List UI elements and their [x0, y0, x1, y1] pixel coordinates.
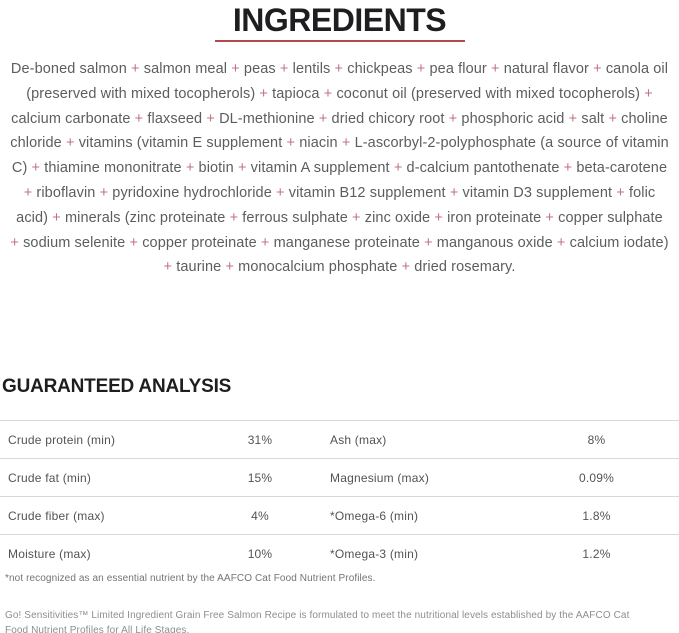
aafco-disclaimer: Go! Sensitivities™ Limited Ingredient Gr… — [5, 610, 630, 633]
plus-separator: + — [185, 160, 195, 177]
red-divider — [214, 40, 465, 42]
ga-left-label: Crude fiber (max) — [8, 508, 105, 523]
ga-right-value: 1.8% — [582, 508, 611, 523]
plus-separator: + — [10, 234, 19, 251]
plus-separator: + — [323, 85, 333, 102]
plus-separator: + — [131, 61, 140, 77]
plus-separator: + — [401, 259, 411, 276]
plus-separator: + — [568, 110, 578, 127]
plus-separator: + — [556, 234, 566, 251]
ga-left-value: 15% — [247, 470, 273, 485]
plus-separator: + — [99, 184, 109, 201]
plus-separator: + — [259, 85, 268, 102]
plus-separator: + — [434, 209, 443, 226]
plus-separator: + — [449, 184, 459, 201]
plus-separator: + — [231, 61, 240, 77]
plus-separator: + — [448, 110, 458, 127]
ga-left-value: 10% — [247, 546, 273, 561]
plus-separator: + — [52, 209, 61, 226]
ga-right-value: 1.2% — [582, 546, 611, 561]
guaranteed-analysis-table: Crude protein (min) 31% Ash (max) 8% Crude f… — [0, 420, 679, 572]
plus-separator: + — [279, 61, 289, 77]
ga-row: Crude fiber (max) 4% *Omega-6 (min) 1.8% — [0, 496, 679, 534]
plus-separator: + — [129, 234, 139, 251]
ga-left-value: 4% — [251, 508, 269, 523]
ga-right-value: 8% — [587, 432, 606, 447]
plus-separator: + — [563, 160, 573, 177]
ga-left-label: Moisture (max) — [8, 546, 91, 561]
plus-separator: + — [134, 110, 144, 127]
plus-separator: + — [424, 234, 433, 251]
ingredients-title: INGREDIENTS — [232, 2, 447, 38]
plus-separator: + — [593, 61, 602, 77]
plus-separator: + — [608, 110, 618, 127]
ga-right-label: Ash (max) — [330, 432, 387, 447]
plus-separator: + — [416, 61, 426, 77]
plus-separator: + — [393, 160, 403, 177]
plus-separator: + — [352, 209, 361, 226]
plus-separator: + — [616, 184, 625, 201]
plus-separator: + — [31, 160, 41, 177]
plus-separator: + — [260, 234, 270, 251]
ga-left-label: Crude fat (min) — [8, 470, 92, 485]
plus-separator: + — [65, 135, 75, 152]
plus-separator: + — [225, 259, 235, 276]
plus-separator: + — [276, 184, 285, 201]
plus-separator: + — [163, 259, 173, 276]
analysis-footnote: *not recognized as an essential nutrient… — [5, 573, 376, 584]
plus-separator: + — [229, 209, 239, 226]
ga-right-label: Magnesium (max) — [330, 470, 430, 485]
ga-row: Crude protein (min) 31% Ash (max) 8% — [0, 420, 679, 458]
ga-row: Crude fat (min) 15% Magnesium (max) 0.09% — [0, 458, 679, 496]
plus-separator: + — [491, 61, 500, 77]
plus-separator: + — [23, 184, 33, 201]
ga-left-value: 31% — [247, 432, 273, 447]
ingredients-text: De-boned salmon + salmon meal + peas + l… — [10, 61, 669, 276]
ga-row: Moisture (max) 10% *Omega-3 (min) 1.2% — [0, 534, 679, 572]
ga-left-label: Crude protein (min) — [8, 432, 116, 447]
plus-separator: + — [318, 110, 328, 127]
plus-separator: + — [206, 110, 215, 127]
plus-separator: + — [286, 135, 296, 152]
plus-separator: + — [644, 85, 653, 102]
guaranteed-analysis-title: GUARANTEED ANALYSIS — [2, 376, 232, 397]
ga-right-label: *Omega-3 (min) — [330, 546, 419, 561]
ga-right-value: 0.09% — [578, 470, 615, 485]
ga-right-label: *Omega-6 (min) — [330, 508, 419, 523]
plus-separator: + — [237, 160, 247, 177]
plus-separator: + — [334, 61, 344, 77]
plus-separator: + — [545, 209, 554, 226]
plus-separator: + — [341, 135, 351, 152]
